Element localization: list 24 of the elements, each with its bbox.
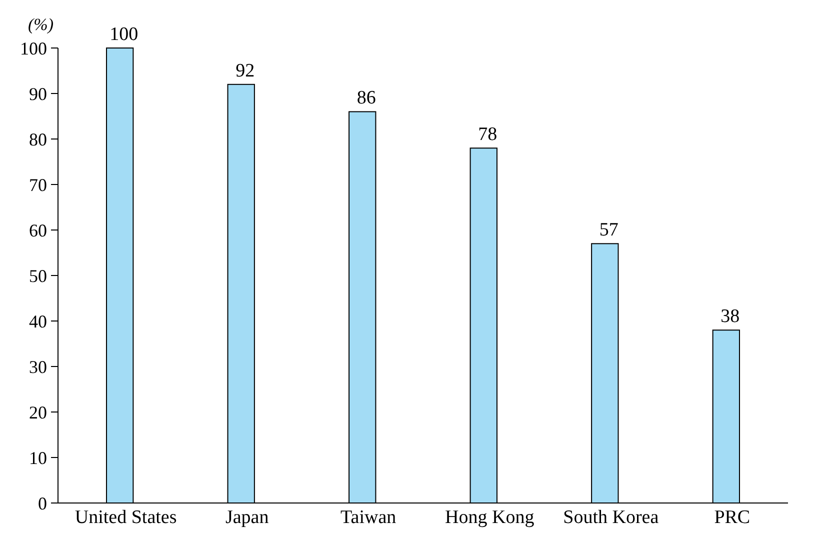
y-tick-label: 80 (29, 129, 47, 150)
x-tick-label: Taiwan (340, 507, 397, 528)
y-tick-label: 60 (29, 220, 47, 240)
x-tick-label: Japan (225, 507, 270, 528)
y-tick-label: 30 (29, 356, 47, 377)
y-tick-label: 50 (29, 266, 47, 286)
y-tick-label: 20 (29, 402, 47, 422)
data-label: 92 (236, 60, 255, 82)
x-tick-label: Hong Kong (445, 507, 535, 528)
x-tick-label: PRC (714, 507, 750, 528)
y-tick-label: 100 (20, 38, 47, 58)
data-label: 57 (599, 220, 618, 241)
data-label: 86 (356, 88, 376, 109)
y-tick-label: 10 (29, 448, 47, 468)
data-label: 78 (478, 124, 498, 146)
x-tick-label: South Korea (563, 507, 660, 528)
data-label: 100 (110, 24, 138, 45)
y-tick-label: 70 (29, 174, 47, 195)
data-label: 38 (720, 306, 740, 328)
y-tick-label: 0 (38, 493, 47, 514)
y-axis-title: (%) (28, 15, 54, 34)
x-tick-label: United States (74, 507, 177, 528)
y-tick-label: 40 (29, 311, 47, 332)
y-tick-label: 90 (29, 84, 47, 104)
